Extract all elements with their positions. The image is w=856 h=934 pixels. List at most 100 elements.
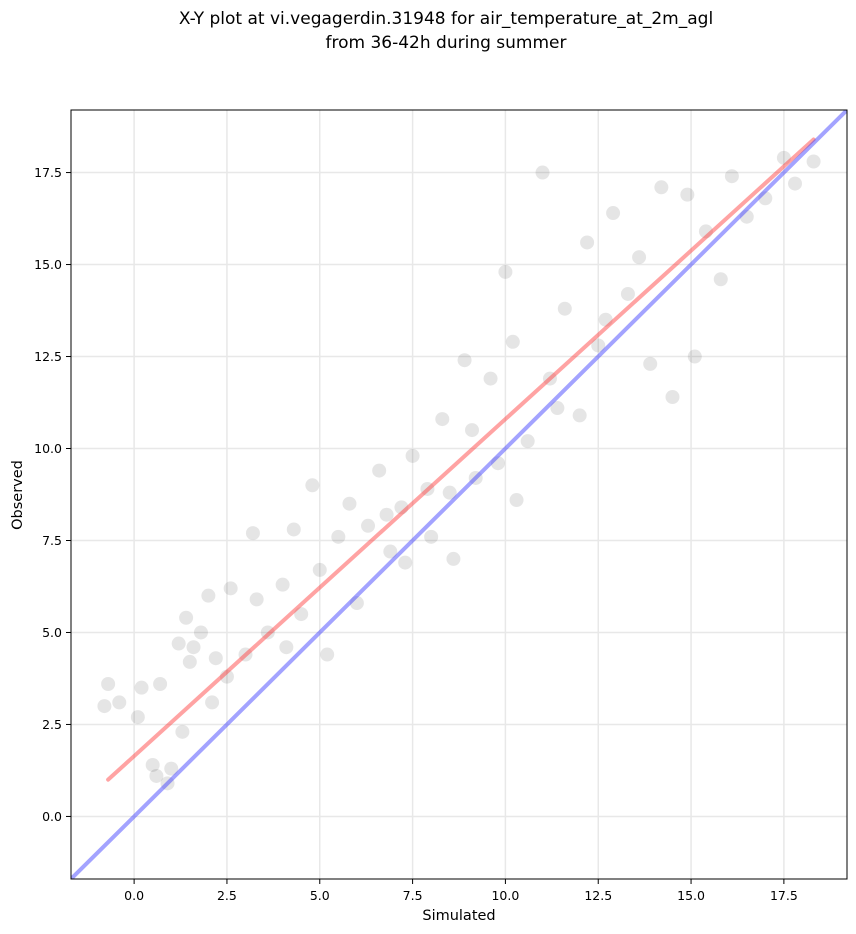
data-point bbox=[457, 353, 472, 368]
data-point bbox=[160, 776, 175, 791]
data-point bbox=[620, 286, 635, 301]
data-point bbox=[598, 312, 613, 327]
x-tick-label: 17.5 bbox=[770, 888, 798, 903]
x-axis-label: Simulated bbox=[422, 908, 495, 924]
chart-subtitle: from 36-42h during summer bbox=[326, 33, 567, 53]
data-point bbox=[535, 165, 550, 180]
data-point bbox=[193, 625, 208, 640]
data-point bbox=[179, 610, 194, 625]
data-point bbox=[286, 522, 301, 537]
x-tick-label: 5.0 bbox=[310, 888, 330, 903]
identity-line bbox=[71, 110, 847, 879]
data-point bbox=[505, 334, 520, 349]
data-point bbox=[305, 478, 320, 493]
data-point bbox=[520, 434, 535, 449]
plot-frame bbox=[70, 109, 848, 880]
data-point bbox=[208, 651, 223, 666]
data-point bbox=[145, 757, 160, 772]
data-point bbox=[331, 529, 346, 544]
data-point bbox=[446, 551, 461, 566]
data-point bbox=[223, 581, 238, 596]
data-point bbox=[424, 529, 439, 544]
data-point bbox=[201, 588, 216, 603]
data-point bbox=[713, 272, 728, 287]
data-point bbox=[806, 154, 821, 169]
data-point bbox=[97, 699, 112, 714]
data-point bbox=[238, 647, 253, 662]
data-point bbox=[342, 496, 357, 511]
data-point bbox=[483, 371, 498, 386]
data-point bbox=[776, 150, 791, 165]
y-tick-label: 15.0 bbox=[34, 257, 62, 272]
data-point bbox=[398, 555, 413, 570]
x-tick-label: 7.5 bbox=[403, 888, 423, 903]
data-point bbox=[186, 640, 201, 655]
data-point bbox=[572, 408, 587, 423]
data-point bbox=[468, 470, 483, 485]
data-point bbox=[643, 356, 658, 371]
data-point bbox=[164, 761, 179, 776]
data-point bbox=[591, 338, 606, 353]
grid bbox=[71, 110, 847, 879]
data-point bbox=[361, 518, 376, 533]
data-point bbox=[687, 349, 702, 364]
reference-lines bbox=[71, 110, 847, 879]
x-tick-label: 12.5 bbox=[584, 888, 612, 903]
data-point bbox=[580, 235, 595, 250]
data-point bbox=[509, 493, 524, 508]
y-tick-label: 17.5 bbox=[34, 165, 62, 180]
data-point bbox=[134, 680, 149, 695]
y-axis-label: Observed bbox=[10, 460, 26, 530]
data-point bbox=[632, 250, 647, 265]
data-point bbox=[294, 607, 309, 622]
data-point bbox=[680, 187, 695, 202]
fit-line bbox=[106, 137, 816, 782]
data-point bbox=[654, 180, 669, 195]
scatter-points bbox=[97, 150, 821, 791]
chart-title: X-Y plot at vi.vegagerdin.31948 for air_… bbox=[179, 9, 713, 29]
data-point bbox=[153, 676, 168, 691]
data-point bbox=[498, 264, 513, 279]
data-point bbox=[464, 423, 479, 438]
data-point bbox=[182, 654, 197, 669]
data-point bbox=[394, 500, 409, 515]
data-point bbox=[312, 562, 327, 577]
x-tick-label: 10.0 bbox=[491, 888, 519, 903]
data-point bbox=[149, 768, 164, 783]
data-point bbox=[275, 577, 290, 592]
data-point bbox=[249, 592, 264, 607]
data-point bbox=[219, 669, 234, 684]
data-point bbox=[279, 640, 294, 655]
data-point bbox=[665, 389, 680, 404]
x-tick-label: 15.0 bbox=[677, 888, 705, 903]
data-point bbox=[171, 636, 186, 651]
data-point bbox=[739, 209, 754, 224]
x-tick-label: 2.5 bbox=[217, 888, 237, 903]
y-tick-label: 0.0 bbox=[42, 809, 62, 824]
data-point bbox=[175, 724, 190, 739]
data-point bbox=[442, 485, 457, 500]
data-point bbox=[383, 544, 398, 559]
data-point bbox=[420, 481, 435, 496]
y-tick-label: 12.5 bbox=[34, 349, 62, 364]
data-point bbox=[542, 371, 557, 386]
data-point bbox=[550, 401, 565, 416]
data-point bbox=[758, 191, 773, 206]
data-point bbox=[205, 695, 220, 710]
data-point bbox=[320, 647, 335, 662]
data-point bbox=[405, 448, 420, 463]
data-point bbox=[606, 206, 621, 221]
y-tick-label: 10.0 bbox=[34, 441, 62, 456]
data-point bbox=[245, 526, 260, 541]
data-point bbox=[349, 596, 364, 611]
x-tick-label: 0.0 bbox=[124, 888, 144, 903]
data-point bbox=[260, 625, 275, 640]
data-point bbox=[724, 169, 739, 184]
data-point bbox=[130, 710, 145, 725]
axis-ticks: 0.0 2.5 5.0 7.5 10.0 12.5 15.0 17.5 0.0 2.5 5.0 7.5… bbox=[34, 165, 798, 903]
data-point bbox=[788, 176, 803, 191]
data-point bbox=[101, 676, 116, 691]
data-point bbox=[372, 463, 387, 478]
data-point bbox=[557, 301, 572, 316]
